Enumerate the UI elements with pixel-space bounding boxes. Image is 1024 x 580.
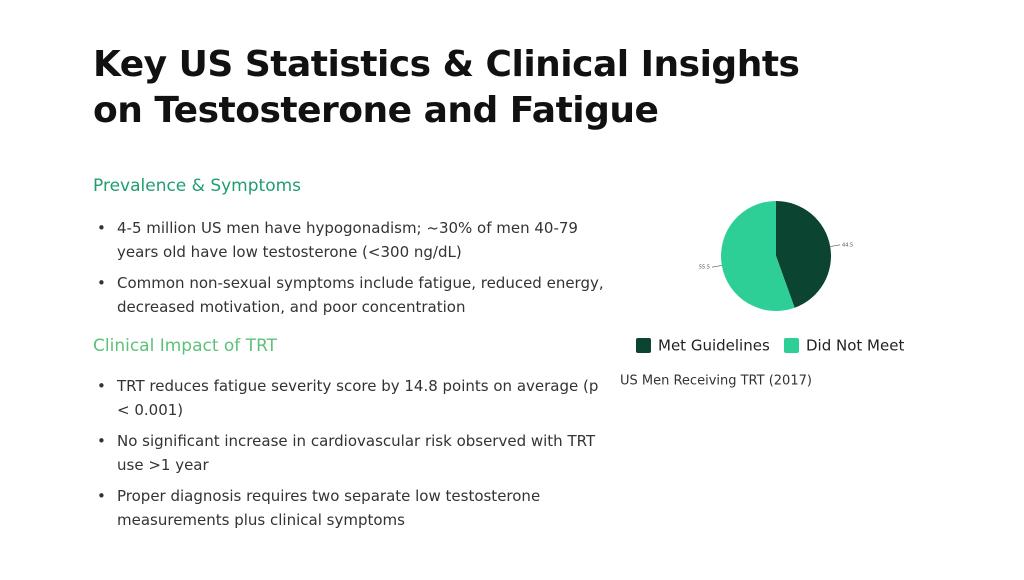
data-label: 44.5 (842, 242, 853, 248)
legend-swatch (784, 338, 799, 353)
pie-slice (776, 201, 831, 308)
bullet-list: TRT reduces fatigue severity score by 14… (93, 374, 607, 539)
bullet: Common non-sexual symptoms include fatig… (97, 271, 607, 319)
legend-label: Met Guidelines (658, 337, 770, 355)
slide-title: Key US Statistics & Clinical Insights on… (93, 44, 800, 131)
section-heading: Prevalence & Symptoms (93, 176, 302, 196)
legend-label: Did Not Meet (806, 337, 904, 355)
data-label: 55.5 (699, 265, 710, 271)
leader-line (711, 265, 722, 268)
chart-title: US Men Receiving TRT (2017) (620, 374, 812, 389)
leader-line (830, 244, 841, 247)
bullet: Proper diagnosis requires two separate l… (97, 484, 607, 532)
pie-chart: US Men Receiving TRT (2017) 44.5 55.5 Met … (620, 201, 904, 389)
bullet-list: 4-5 million US men have hypogonadism; ~3… (93, 216, 607, 326)
legend-swatch (636, 338, 651, 353)
pie-slice (721, 201, 795, 311)
bullet: 4-5 million US men have hypogonadism; ~3… (97, 216, 607, 264)
bullet: No significant increase in cardiovascula… (97, 429, 607, 477)
bullet: TRT reduces fatigue severity score by 14… (97, 374, 607, 422)
section-heading: Clinical Impact of TRT (93, 336, 278, 356)
